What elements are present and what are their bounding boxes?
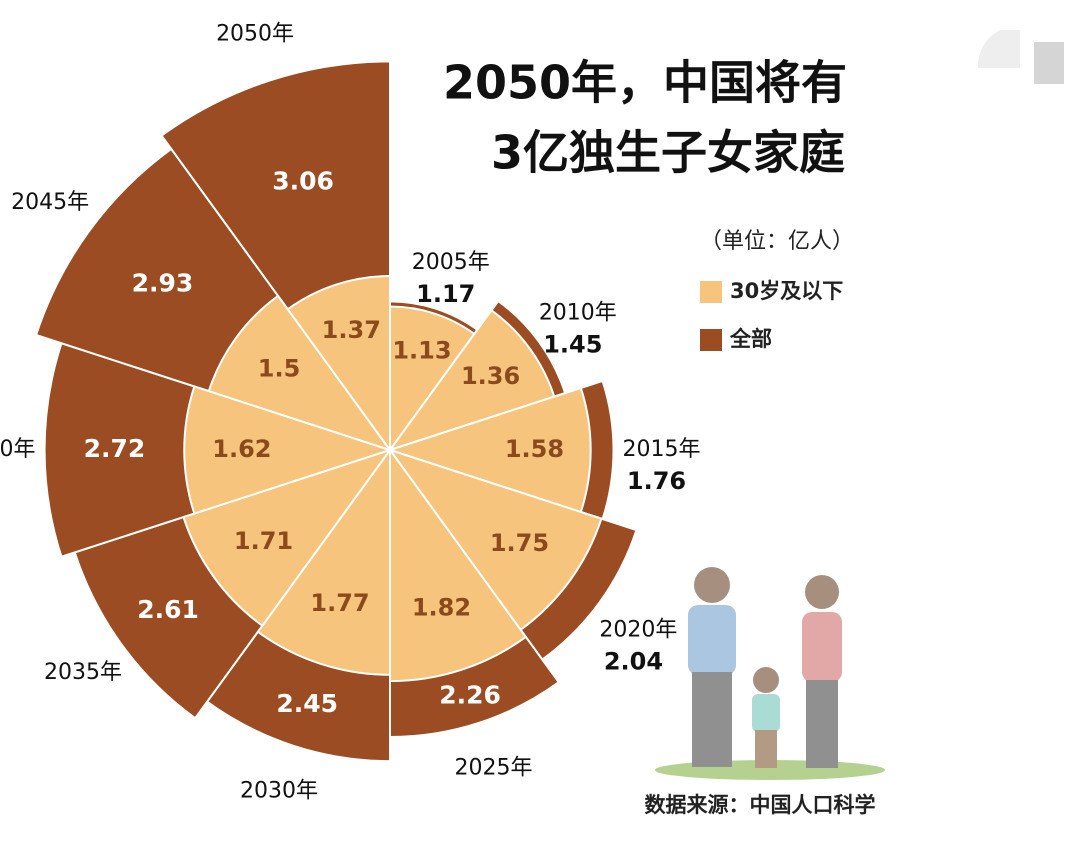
category-label: 2020年 — [599, 617, 677, 642]
category-label: 2015年 — [623, 437, 701, 462]
category-label: 2005年 — [412, 250, 490, 275]
value-label: 3.06 — [272, 166, 334, 195]
corner-icon — [977, 30, 1020, 68]
value-label: 1.17 — [416, 280, 475, 308]
category-label: 2010年 — [539, 301, 617, 326]
category-label: 2030年 — [240, 779, 318, 804]
value-label: 1.75 — [490, 529, 549, 557]
value-label: 1.13 — [392, 337, 451, 365]
value-label: 1.76 — [627, 467, 686, 495]
sector — [389, 305, 476, 454]
category-label: 2025年 — [455, 756, 533, 781]
value-label: 1.45 — [543, 331, 602, 359]
sector — [183, 385, 394, 515]
category-label: 2045年 — [11, 190, 89, 215]
legend-swatch — [700, 281, 722, 303]
value-label: 2.93 — [132, 269, 194, 298]
value-label: 2.26 — [439, 680, 501, 709]
value-label: 2.45 — [276, 689, 338, 718]
value-label: 1.37 — [322, 316, 381, 344]
sector — [256, 446, 391, 676]
category-label: 2050年 — [216, 22, 294, 47]
chart-title: 3亿独生子女家庭 — [491, 126, 845, 180]
value-label: 1.62 — [212, 435, 271, 463]
sector — [386, 386, 592, 514]
value-label: 1.71 — [234, 527, 293, 555]
sector — [387, 448, 603, 632]
unit-label: （单位：亿人） — [700, 229, 854, 254]
sector — [389, 446, 528, 683]
sector — [207, 294, 393, 452]
source: 数据来源：中国人口科学 — [645, 793, 876, 817]
value-label: 2.72 — [84, 434, 146, 463]
value-label: 1.82 — [412, 593, 471, 621]
legend-label: 全部 — [729, 327, 772, 351]
legend-label: 30岁及以下 — [730, 279, 843, 303]
value-label: 1.58 — [505, 435, 564, 463]
value-label: 1.77 — [310, 589, 369, 617]
value-label: 1.5 — [258, 354, 301, 382]
sector — [387, 308, 556, 452]
value-label: 1.36 — [461, 362, 520, 390]
chart-title: 2050年，中国将有 — [443, 56, 847, 110]
sector — [286, 275, 391, 454]
family-illustration — [655, 567, 885, 780]
legend-swatch — [700, 329, 722, 351]
sector — [182, 448, 393, 628]
category-label: 2035年 — [44, 660, 122, 685]
category-label: 2040年 — [0, 437, 36, 462]
corner-icon — [1034, 42, 1064, 84]
value-label: 2.61 — [137, 595, 199, 624]
value-label: 2.04 — [604, 647, 663, 675]
